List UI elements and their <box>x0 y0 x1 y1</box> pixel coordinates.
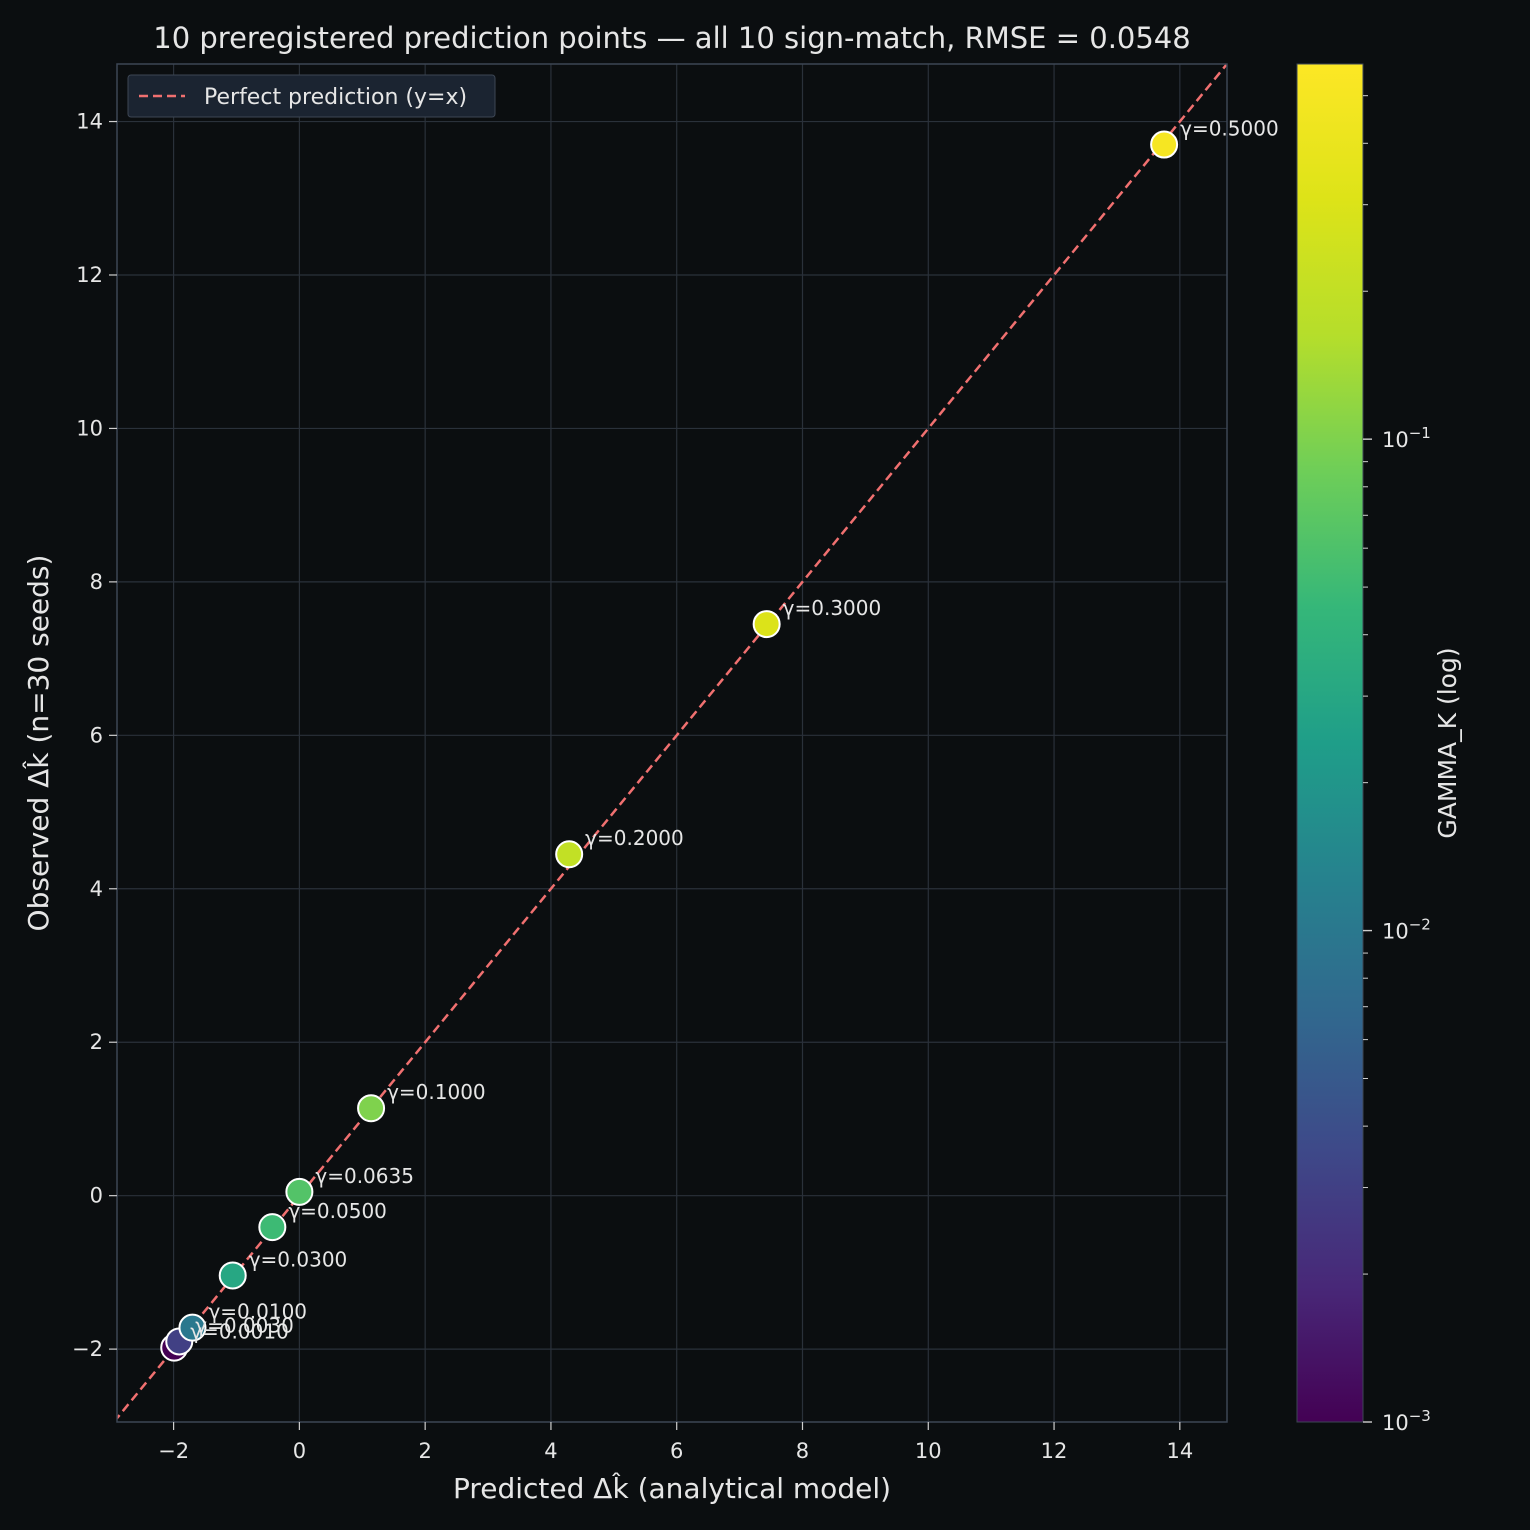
y-axis-label: Observed Δk̂ (n=30 seeds) <box>22 555 55 932</box>
colorbar-gradient <box>1297 64 1363 1422</box>
grid <box>117 64 1227 1422</box>
colorbar-tick-label: 10−2 <box>1382 916 1431 944</box>
points-group <box>160 130 1179 1362</box>
y-tick-label: 0 <box>90 1184 103 1208</box>
point-label: γ=0.0010 <box>190 1320 289 1344</box>
point-label: γ=0.1000 <box>387 1080 486 1104</box>
colorbar-label: GAMMA_K (log) <box>1433 647 1462 838</box>
colorbar-tick-label: 10−1 <box>1382 424 1431 452</box>
x-tick-label: 10 <box>915 1439 942 1463</box>
point-label: γ=0.2000 <box>585 826 684 850</box>
y-tick-label: 8 <box>90 570 103 594</box>
x-tick-label: 0 <box>293 1439 306 1463</box>
chart-title: 10 preregistered prediction points — all… <box>153 21 1190 55</box>
y-tick-label: 10 <box>76 416 103 440</box>
x-axis-ticks: −2 0 2 4 6 8 10 12 14 <box>158 1422 1193 1463</box>
data-point <box>285 1177 314 1206</box>
colorbar-ticks: 10−3 10−2 10−1 <box>1363 95 1431 1435</box>
colorbar: 10−3 10−2 10−1 GAMMA_K (log) <box>1296 63 1462 1435</box>
x-axis-label: Predicted Δk̂ (analytical model) <box>453 1472 891 1505</box>
colorbar-tick-label: 10−3 <box>1382 1407 1431 1435</box>
y-tick-label: 6 <box>90 723 103 747</box>
point-label: γ=0.3000 <box>783 596 882 620</box>
data-point <box>752 610 781 639</box>
y-tick-label: 14 <box>76 110 103 134</box>
legend-entry-label: Perfect prediction (y=x) <box>204 85 467 110</box>
y-tick-label: −2 <box>72 1337 103 1361</box>
x-tick-label: 14 <box>1166 1439 1193 1463</box>
data-point <box>357 1094 386 1123</box>
x-tick-label: 12 <box>1041 1439 1068 1463</box>
colorbar-frame <box>1296 63 1364 1423</box>
x-tick-label: 8 <box>796 1439 809 1463</box>
reference-line-y-equals-x <box>117 64 1227 1421</box>
x-tick-label: 2 <box>418 1439 431 1463</box>
y-tick-label: 12 <box>76 263 103 287</box>
point-label: γ=0.0635 <box>315 1164 414 1188</box>
point-label: γ=0.0500 <box>288 1199 387 1223</box>
legend-box <box>127 74 496 118</box>
point-label: γ=0.5000 <box>1180 117 1279 141</box>
point-label: γ=0.0030 <box>195 1313 294 1337</box>
y-axis-ticks: −2 0 2 4 6 8 10 12 14 <box>72 110 117 1361</box>
data-point <box>555 840 584 869</box>
data-point <box>1150 130 1179 159</box>
y-tick-label: 2 <box>90 1030 103 1054</box>
reference-line-group <box>117 64 1227 1421</box>
data-point <box>218 1261 247 1290</box>
point-label: γ=0.0300 <box>249 1247 348 1271</box>
x-tick-label: 6 <box>670 1439 683 1463</box>
point-label: γ=0.0100 <box>208 1300 307 1324</box>
x-tick-label: 4 <box>544 1439 557 1463</box>
data-point <box>258 1213 287 1242</box>
data-point <box>178 1313 207 1342</box>
y-tick-label: 4 <box>90 877 103 901</box>
plot-frame <box>116 63 1228 1423</box>
x-tick-label: −2 <box>158 1439 189 1463</box>
legend: Perfect prediction (y=x) <box>127 74 496 118</box>
